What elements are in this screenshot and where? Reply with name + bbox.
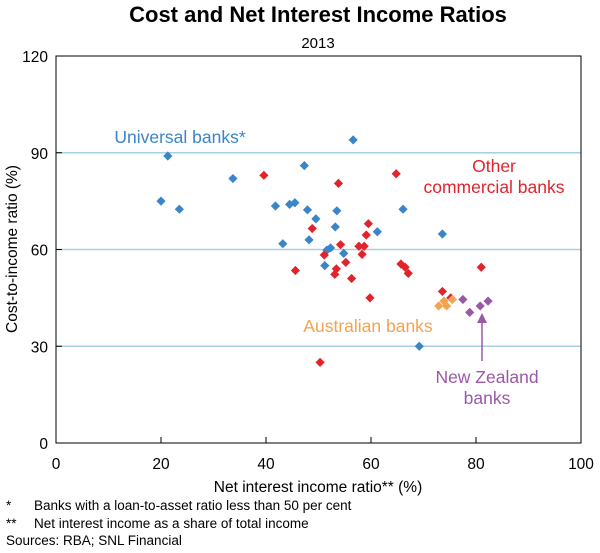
data-point: [363, 219, 373, 229]
footnote-text: Net interest income as a share of total …: [34, 515, 309, 531]
x-tick-label: 40: [257, 456, 275, 473]
data-point: [437, 229, 447, 239]
data-point: [322, 245, 332, 255]
data-point: [359, 241, 369, 251]
data-point: [307, 223, 317, 234]
data-point: [442, 301, 452, 311]
data-point: [325, 243, 336, 253]
x-tick-label: 20: [152, 456, 170, 473]
data-point: [476, 262, 486, 272]
data-point: [319, 250, 329, 260]
data-point: [332, 206, 342, 216]
sources: Sources: RBA; SNL Financial: [6, 533, 182, 548]
footnote: * Banks with a loan-to-asset ratio less …: [6, 497, 351, 515]
y-tick-label: 120: [22, 49, 48, 66]
data-point: [348, 135, 358, 145]
chart-notes: * Banks with a loan-to-asset ratio less …: [6, 497, 351, 550]
data-point: [330, 269, 340, 279]
x-tick-label: 60: [362, 456, 380, 473]
data-point: [278, 239, 288, 249]
footnote-text: Banks with a loan-to-asset ratio less th…: [34, 498, 352, 513]
data-point: [331, 264, 341, 274]
data-point: [228, 173, 238, 184]
y-tick-label: 0: [39, 436, 48, 453]
data-point: [302, 205, 313, 215]
data-point: [304, 235, 314, 245]
data-point: [290, 265, 300, 276]
data-point: [357, 249, 367, 259]
series-annotations: Universal banks* Other commercial banks Aus…: [114, 127, 564, 408]
data-point: [465, 307, 475, 317]
data-point: [174, 204, 184, 214]
data-point: [320, 261, 330, 271]
data-point: [400, 262, 410, 272]
chart-subtitle: 2013: [301, 35, 334, 52]
plot-points: [156, 135, 493, 367]
y-axis-label: Cost-to-income ratio (%): [4, 165, 21, 333]
data-point: [346, 273, 357, 284]
series-annotation: Universal banks*: [114, 127, 245, 147]
data-point: [439, 296, 449, 306]
data-point: [311, 214, 321, 224]
data-point: [403, 268, 413, 278]
data-point: [330, 222, 340, 232]
data-point: [458, 294, 468, 305]
x-tick-label: 100: [568, 456, 594, 473]
data-point: [414, 341, 424, 351]
data-point: [163, 151, 173, 161]
x-axis-ticks: 0 20 40 60 80 100: [52, 437, 594, 473]
data-point: [259, 170, 269, 180]
x-tick-label: 0: [52, 456, 61, 473]
footnote-mark: *: [6, 498, 12, 513]
data-point: [315, 357, 325, 367]
data-point: [290, 198, 300, 208]
gridlines: [56, 152, 581, 347]
data-point: [372, 227, 382, 237]
x-axis-label: Net interest income ratio** (%): [214, 479, 422, 496]
data-point: [483, 296, 493, 306]
y-tick-label: 60: [31, 243, 49, 260]
footnote: ** Net interest income as a share of tot…: [6, 515, 351, 533]
data-point: [475, 301, 485, 311]
data-point: [335, 240, 346, 250]
data-point: [361, 230, 371, 240]
data-point: [437, 286, 447, 297]
footnote-mark: **: [6, 515, 17, 531]
data-point: [365, 293, 375, 303]
data-point: [391, 169, 401, 179]
data-point: [339, 248, 349, 258]
series-annotation: New Zealand banks: [435, 367, 538, 408]
data-point: [299, 161, 309, 171]
data-point: [341, 257, 351, 267]
arrow-head: [477, 313, 487, 323]
chart-title: Cost and Net Interest Income Ratios: [129, 2, 507, 27]
data-point: [156, 196, 166, 206]
y-axis-ticks: 0 30 60 90 120: [22, 49, 62, 453]
x-tick-label: 80: [467, 456, 485, 473]
data-point: [447, 294, 457, 305]
data-point: [354, 241, 364, 251]
data-point: [434, 301, 444, 311]
y-tick-label: 30: [31, 339, 49, 356]
series-annotation: Australian banks: [303, 316, 433, 336]
data-point: [396, 259, 406, 269]
data-point: [398, 204, 408, 214]
y-tick-label: 90: [31, 146, 49, 163]
series-annotation: Other commercial banks: [423, 156, 564, 197]
data-point: [270, 201, 281, 211]
data-point: [333, 178, 344, 188]
